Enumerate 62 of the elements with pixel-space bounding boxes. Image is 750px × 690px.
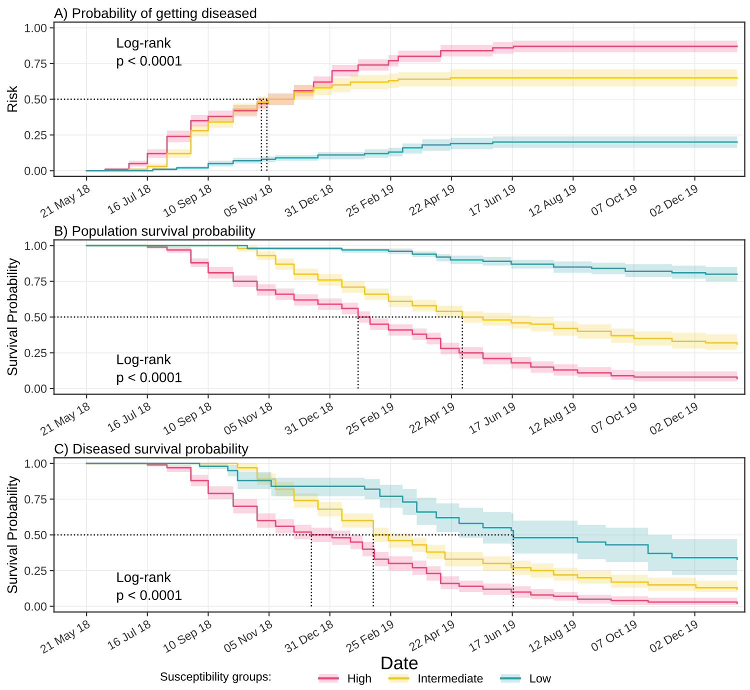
x-tick-label: 05 Nov 18 [222, 402, 273, 436]
x-tick-label: 16 Jul 18 [106, 401, 152, 432]
x-tick-label: 25 Feb 19 [345, 184, 395, 218]
x-tick-label: 12 Aug 19 [528, 620, 578, 655]
x-tick-label: 17 Jun 19 [468, 184, 516, 216]
x-tick-label: 07 Oct 19 [590, 620, 638, 652]
x-tick-label: 07 Oct 19 [590, 184, 638, 216]
y-tick-label: 0.25 [24, 131, 47, 140]
x-tick-label: 25 Feb 19 [345, 619, 395, 653]
x-tick-label: 21 May 18 [40, 184, 92, 220]
y-tick-label: 1.00 [24, 242, 47, 250]
x-tick-label: 31 Dec 18 [284, 620, 334, 654]
x-tick-label: 10 Sep 18 [162, 184, 214, 220]
x-tick-label: 02 Dec 19 [648, 184, 699, 218]
y-axis-title: Survival Probability [6, 258, 20, 376]
x-tick-label: 07 Oct 19 [590, 402, 638, 434]
x-tick-label: 21 May 18 [40, 402, 92, 438]
chart-title: B) Population survival probability [55, 226, 256, 239]
y-tick-label: 0.75 [24, 277, 47, 286]
y-tick-label: 0.00 [24, 384, 47, 393]
chart-title: A) Probability of getting diseased [54, 8, 256, 21]
annotation: Log-rank p < 0.0001 [117, 572, 182, 603]
y-tick-label: 0.50 [24, 313, 47, 322]
y-tick-label: 0.75 [24, 495, 47, 504]
x-tick-label: 21 May 18 [40, 620, 92, 656]
legend-label: High [348, 674, 371, 685]
x-tick-label: 12 Aug 19 [528, 402, 578, 437]
x-tick-label: 10 Sep 18 [162, 402, 214, 438]
annotation: Log-rank p < 0.0001 [117, 38, 182, 68]
annotation: Log-rank p < 0.0001 [117, 354, 182, 385]
x-tick-label: 05 Nov 18 [222, 184, 273, 218]
x-tick-label: 16 Jul 18 [106, 184, 152, 214]
y-axis-title: Risk [6, 86, 18, 112]
y-tick-label: 0.00 [24, 602, 47, 611]
y-tick-label: 0.50 [24, 530, 47, 540]
y-tick-label: 0.25 [24, 566, 47, 575]
x-tick-label: 31 Dec 18 [284, 402, 334, 436]
x-tick-label: 17 Jun 19 [468, 620, 516, 652]
legend-label: Low [530, 674, 552, 683]
x-tick-label: 12 Aug 19 [528, 184, 578, 220]
x-tick-label: 22 Apr 19 [408, 620, 457, 654]
x-tick-label: 10 Sep 18 [162, 620, 214, 655]
y-tick-label: 1.00 [24, 459, 47, 468]
x-axis-title: Date [382, 656, 418, 670]
x-tick-label: 02 Dec 19 [648, 620, 699, 654]
x-tick-label: 05 Nov 18 [222, 620, 273, 654]
x-tick-label: 22 Apr 19 [408, 402, 457, 436]
x-tick-label: 17 Jun 19 [468, 402, 516, 434]
x-tick-label: 16 Jul 18 [106, 619, 152, 650]
x-tick-label: 02 Dec 19 [648, 402, 699, 436]
legend-title: Susceptibility groups: [160, 672, 270, 684]
y-axis-title: Survival Probability [6, 476, 20, 594]
y-tick-label: 0.75 [24, 60, 47, 68]
y-tick-label: 0.00 [24, 166, 47, 176]
legend-label: Intermediate [418, 674, 483, 683]
y-tick-label: 0.50 [24, 95, 47, 104]
x-tick-label: 22 Apr 19 [408, 184, 457, 218]
x-tick-label: 31 Dec 18 [284, 184, 334, 218]
y-tick-label: 1.00 [24, 24, 47, 32]
y-tick-label: 0.25 [24, 348, 47, 358]
x-tick-label: 25 Feb 19 [345, 401, 395, 435]
chart-title: C) Diseased survival probability [54, 443, 248, 456]
